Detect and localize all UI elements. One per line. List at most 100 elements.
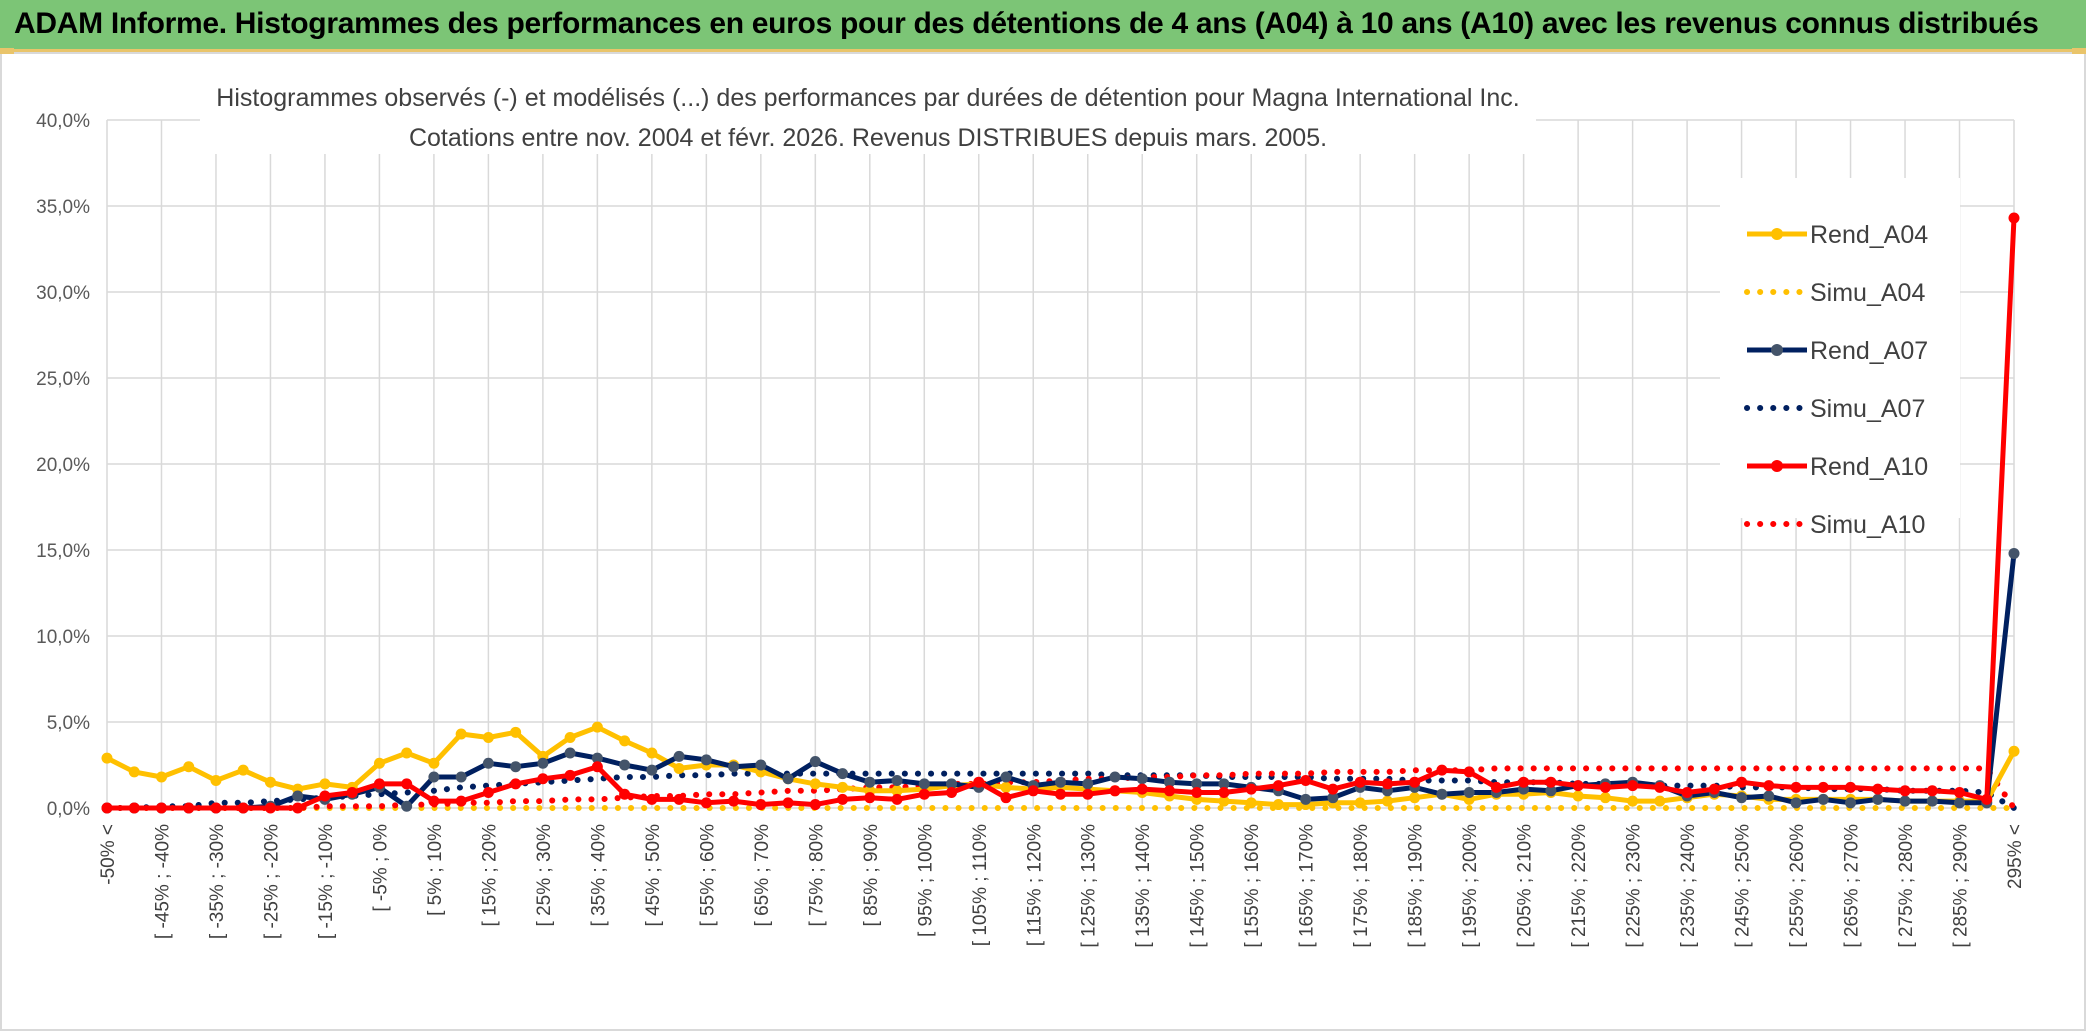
chart-title-line-1: Histogrammes observés (-) et modélisés (… — [216, 84, 1519, 112]
legend-label-Rend_A04: Rend_A04 — [1810, 221, 1928, 249]
data-point-Rend_A04 — [1218, 795, 1230, 807]
data-point-Rend_A10 — [128, 802, 140, 814]
data-point-Rend_A04 — [264, 776, 276, 788]
data-point-Rend_A04 — [1354, 797, 1366, 809]
data-point-Rend_A07 — [510, 761, 522, 773]
legend-label-Rend_A07: Rend_A07 — [1810, 337, 1928, 365]
data-point-Rend_A10 — [1926, 785, 1938, 797]
data-point-Rend_A10 — [1163, 785, 1175, 797]
data-point-Rend_A10 — [700, 797, 712, 809]
data-point-Rend_A10 — [891, 793, 903, 805]
x-tick-label: 295% < — [2005, 824, 2026, 889]
x-tick-label: [ 125% ; 130% — [1079, 824, 1100, 948]
x-tick-label: [ 115% ; 120% — [1024, 824, 1045, 946]
data-point-Rend_A07 — [1763, 790, 1775, 802]
data-point-Rend_A07 — [1327, 792, 1339, 804]
x-axis-labels: -50% < [ -45% ; -40% [ -35% ; -30% [ -25% ;… — [98, 824, 2026, 948]
data-point-Rend_A10 — [1381, 778, 1393, 790]
x-tick-label: [ -45% ; -40% — [152, 824, 173, 939]
data-point-Rend_A07 — [1845, 797, 1857, 809]
data-point-Rend_A07 — [1000, 771, 1012, 783]
legend-label-Simu_A07: Simu_A07 — [1810, 395, 1925, 423]
data-point-Rend_A04 — [210, 774, 222, 786]
data-point-Rend_A07 — [455, 771, 467, 783]
data-point-Rend_A10 — [864, 792, 876, 804]
data-point-Rend_A04 — [646, 747, 658, 759]
data-point-Rend_A10 — [401, 778, 413, 790]
data-point-Rend_A04 — [1245, 797, 1257, 809]
x-tick-label: [ 85% ; 90% — [861, 824, 882, 927]
x-tick-label: [ 285% ; 290% — [1951, 824, 1972, 948]
x-tick-label: [ 235% ; 240% — [1678, 824, 1699, 948]
data-point-Rend_A07 — [1163, 776, 1175, 788]
x-tick-label: [ 215% ; 220% — [1569, 824, 1590, 948]
y-tick-label: 15,0% — [36, 541, 90, 562]
data-point-Rend_A04 — [809, 778, 821, 790]
data-point-Rend_A07 — [1872, 793, 1884, 805]
data-point-Rend_A10 — [482, 787, 494, 799]
y-tick-label: 10,0% — [36, 627, 90, 648]
data-point-Rend_A04 — [373, 757, 385, 769]
data-point-Rend_A04 — [619, 735, 631, 747]
data-point-Rend_A04 — [673, 762, 685, 774]
x-tick-label: [ 275% ; 280% — [1896, 824, 1917, 948]
data-point-Rend_A10 — [1627, 780, 1639, 792]
x-tick-label: [ 205% ; 210% — [1515, 824, 1536, 948]
data-point-Rend_A10 — [1545, 776, 1557, 788]
histogram-chart: 0,0% 5,0% 10,0% 15,0% 20,0% 25,0% 30,0% 35,0% 40… — [36, 80, 2026, 948]
x-tick-label: [ 255% ; 260% — [1787, 824, 1808, 948]
data-point-Rend_A10 — [210, 802, 222, 814]
data-point-Rend_A10 — [1654, 781, 1666, 793]
data-point-Rend_A07 — [673, 750, 685, 762]
data-point-Rend_A10 — [264, 802, 276, 814]
x-tick-label: [ -25% ; -20% — [261, 824, 282, 939]
y-axis-labels: 0,0% 5,0% 10,0% 15,0% 20,0% 25,0% 30,0% 35,0% 40… — [36, 111, 90, 820]
data-point-Rend_A04 — [482, 731, 494, 743]
x-tick-label: [ 15% ; 20% — [479, 824, 500, 927]
legend-label-Simu_A04: Simu_A04 — [1810, 279, 1925, 307]
x-tick-label: [ -35% ; -30% — [207, 824, 228, 939]
legend-label-Rend_A10: Rend_A10 — [1810, 453, 1928, 481]
data-point-Rend_A10 — [1899, 785, 1911, 797]
data-point-Rend_A10 — [1327, 783, 1339, 795]
y-tick-label: 40,0% — [36, 111, 90, 132]
data-point-Rend_A10 — [1055, 788, 1066, 800]
data-point-Rend_A10 — [1272, 780, 1284, 792]
x-tick-label: -50% < — [98, 824, 119, 885]
x-tick-label: [ 5% ; 10% — [425, 824, 446, 916]
y-tick-label: 0,0% — [47, 799, 90, 820]
data-point-Rend_A10 — [155, 802, 167, 814]
data-point-Rend_A07 — [1136, 773, 1148, 785]
data-point-Rend_A10 — [2008, 212, 2020, 224]
data-point-Rend_A10 — [591, 761, 603, 773]
data-point-Rend_A07 — [564, 747, 576, 759]
y-tick-label: 30,0% — [36, 283, 90, 304]
data-point-Rend_A10 — [918, 788, 930, 800]
data-point-Rend_A07 — [1545, 785, 1557, 797]
x-tick-label: [ 105% ; 110% — [970, 824, 991, 946]
data-point-Rend_A07 — [728, 761, 740, 773]
data-point-Rend_A07 — [1300, 793, 1312, 805]
data-point-Rend_A04 — [510, 726, 522, 738]
data-point-Rend_A10 — [1109, 785, 1121, 797]
data-point-Rend_A10 — [510, 778, 522, 790]
data-point-Rend_A07 — [1926, 795, 1938, 807]
data-point-Rend_A07 — [1218, 778, 1230, 790]
chart-title-background — [200, 80, 1536, 154]
x-tick-label: [ 135% ; 140% — [1133, 824, 1154, 948]
data-point-Rend_A07 — [891, 774, 903, 786]
corner-accent-right — [2072, 48, 2086, 54]
x-tick-label: [ 185% ; 190% — [1406, 824, 1427, 948]
data-point-Rend_A04 — [1572, 790, 1584, 802]
data-point-Rend_A10 — [1954, 787, 1966, 799]
data-point-Rend_A10 — [1572, 780, 1584, 792]
data-point-Rend_A07 — [755, 759, 767, 771]
data-point-Rend_A07 — [918, 778, 930, 790]
x-tick-label: [ 55% ; 60% — [697, 824, 718, 927]
data-point-Rend_A07 — [864, 776, 876, 788]
data-point-Rend_A07 — [1436, 788, 1448, 800]
data-point-Rend_A10 — [1463, 766, 1475, 778]
x-tick-label: [ 265% ; 270% — [1842, 824, 1863, 948]
data-point-Rend_A07 — [946, 778, 958, 790]
data-point-Rend_A07 — [1817, 793, 1829, 805]
